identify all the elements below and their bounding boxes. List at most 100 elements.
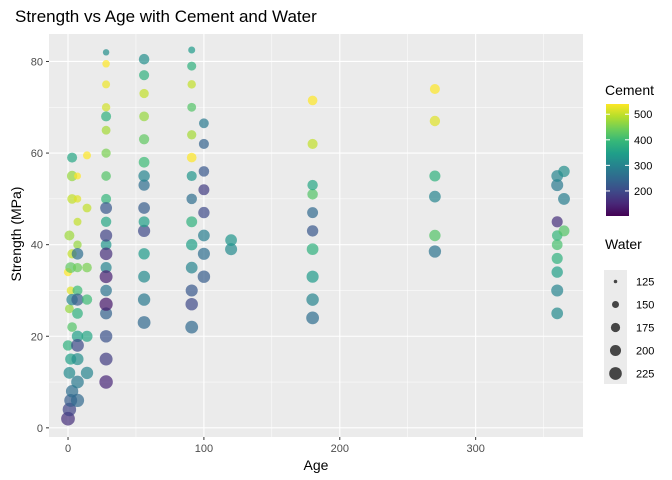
water-legend-label: 200 <box>636 346 654 358</box>
data-point <box>551 266 563 278</box>
data-point <box>138 270 151 283</box>
data-point <box>73 217 82 226</box>
data-point <box>62 340 74 351</box>
plot-background <box>49 34 583 437</box>
data-point <box>186 152 197 163</box>
data-point <box>551 239 563 251</box>
cement-legend: Cement 200 300 400 500 <box>605 82 654 216</box>
y-tick-label: 40 <box>31 240 43 252</box>
x-tick-label: 300 <box>466 443 484 455</box>
water-legend-key <box>609 367 622 380</box>
data-point <box>306 311 319 325</box>
data-point <box>67 322 77 332</box>
water-legend-label: 125 <box>636 277 654 289</box>
data-point <box>188 46 196 54</box>
data-point <box>306 270 319 283</box>
water-legend-key <box>613 279 618 284</box>
data-point <box>186 193 197 205</box>
data-point <box>64 304 74 314</box>
chart-title: Strength vs Age with Cement and Water <box>15 7 317 26</box>
data-point <box>185 261 198 274</box>
data-point <box>71 339 84 352</box>
cement-legend-label: 200 <box>634 186 652 198</box>
data-point <box>71 375 84 389</box>
data-point <box>138 248 150 260</box>
data-point <box>99 270 113 284</box>
data-point <box>198 206 210 219</box>
data-point <box>198 138 209 149</box>
data-point <box>64 230 75 241</box>
data-point <box>102 49 110 56</box>
y-tick-label: 60 <box>31 148 43 160</box>
data-point <box>67 194 77 204</box>
data-point <box>139 70 150 81</box>
water-legend-key <box>611 300 620 309</box>
y-tick-label: 20 <box>31 331 43 343</box>
data-point <box>101 125 111 135</box>
data-point <box>186 170 197 182</box>
data-point <box>198 229 210 242</box>
data-point <box>139 88 149 99</box>
data-point <box>70 393 85 407</box>
data-point <box>429 115 441 127</box>
x-tick-label: 0 <box>65 443 71 455</box>
water-legend-label: 150 <box>636 300 654 312</box>
data-point <box>101 148 111 158</box>
cement-colorbar <box>606 104 629 216</box>
data-point <box>138 53 150 65</box>
water-legend-key <box>609 344 622 357</box>
water-legend-key <box>610 322 621 333</box>
x-tick-label: 100 <box>195 443 213 455</box>
data-point <box>100 262 112 274</box>
data-point <box>81 294 93 305</box>
data-point <box>307 95 318 106</box>
data-point <box>72 262 83 273</box>
data-point <box>307 138 318 149</box>
data-point <box>187 80 196 89</box>
data-point <box>71 330 84 342</box>
data-point <box>71 248 84 260</box>
water-legend-title: Water <box>605 236 642 252</box>
data-point <box>187 61 197 71</box>
cement-legend-title: Cement <box>605 82 654 98</box>
data-point <box>100 216 112 227</box>
data-point <box>138 216 150 228</box>
cement-legend-label: 300 <box>634 160 652 172</box>
data-point <box>307 179 318 191</box>
data-point <box>72 285 83 296</box>
data-point <box>558 225 570 237</box>
data-point <box>558 165 570 178</box>
cement-legend-label: 400 <box>634 135 652 147</box>
data-point <box>551 252 563 264</box>
data-point <box>99 297 113 311</box>
data-point <box>101 111 112 122</box>
data-point <box>71 353 84 366</box>
data-point <box>307 189 318 200</box>
data-point <box>186 216 198 228</box>
data-point <box>82 203 92 213</box>
data-point <box>198 166 210 177</box>
data-point <box>99 247 113 261</box>
x-axis-title: Age <box>304 457 329 473</box>
data-point <box>429 170 441 182</box>
y-axis-title: Strength (MPa) <box>8 187 24 282</box>
data-point <box>83 151 91 160</box>
data-point <box>99 352 113 366</box>
data-point <box>225 243 238 256</box>
data-point <box>102 60 110 68</box>
data-point <box>80 366 94 380</box>
water-legend-label: 225 <box>636 369 654 381</box>
plot-panel <box>49 34 583 437</box>
data-point <box>551 284 564 297</box>
data-point <box>137 224 151 238</box>
data-point <box>185 320 199 334</box>
data-point <box>429 83 440 95</box>
data-point <box>101 103 111 112</box>
y-tick-label: 80 <box>31 56 43 68</box>
data-point <box>306 243 319 256</box>
data-point <box>551 216 563 228</box>
data-point <box>306 293 319 306</box>
data-point <box>139 111 150 122</box>
data-point <box>99 375 113 389</box>
